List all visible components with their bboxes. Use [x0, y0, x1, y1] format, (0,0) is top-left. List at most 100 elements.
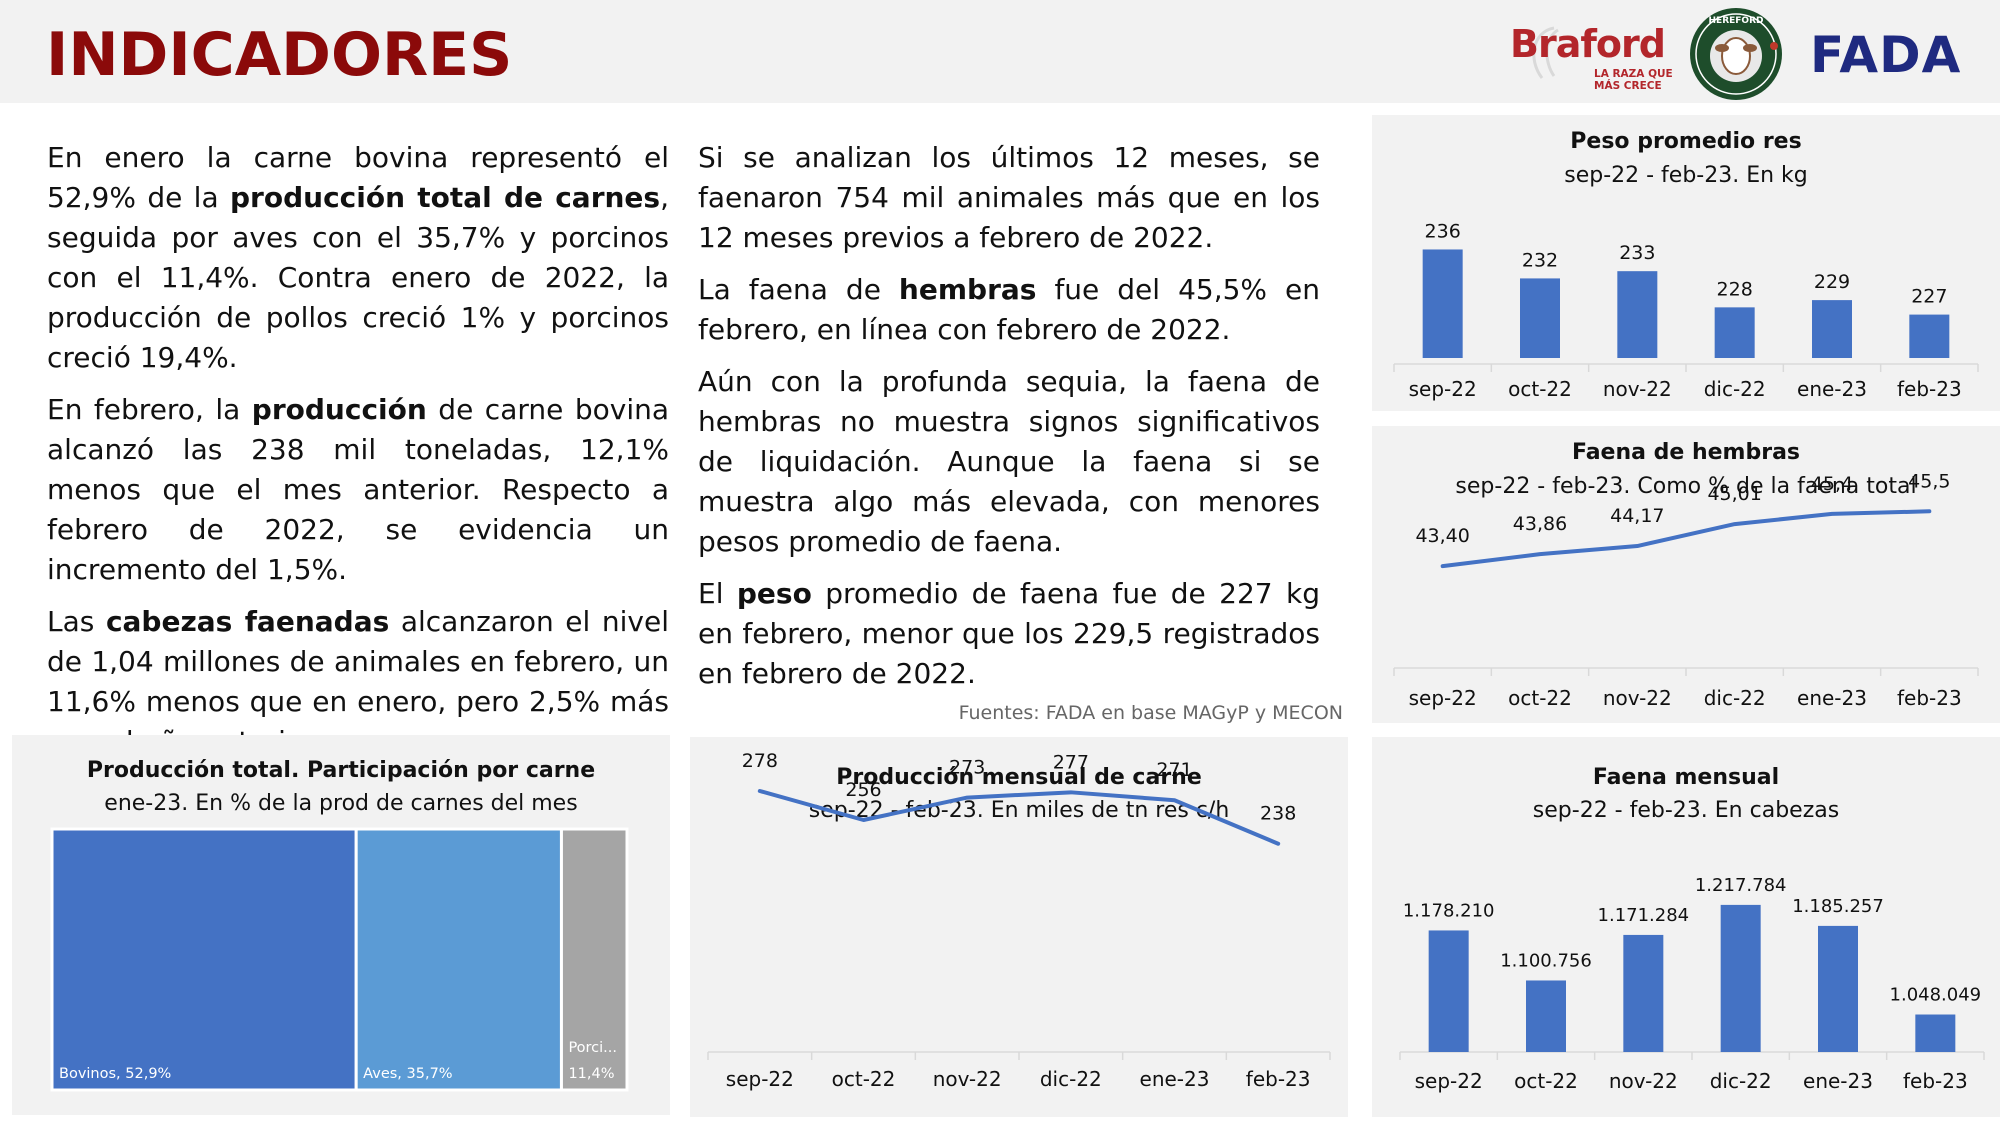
hereford-seal-text: HEREFORD — [1709, 16, 1764, 26]
data-label: 1.100.756 — [1500, 950, 1592, 971]
x-tick-label: dic-22 — [1704, 686, 1766, 710]
chart-title: Faena de hembras — [1571, 440, 1801, 465]
x-tick-label: ene-23 — [1797, 686, 1867, 710]
hereford-seal-logo: HEREFORD — [1690, 8, 1782, 100]
x-tick-label: ene-23 — [1140, 1067, 1210, 1091]
x-tick-label: feb-23 — [1897, 686, 1962, 710]
treemap-label: 11,4% — [568, 1066, 614, 1082]
chart-panel-faena-hembras: Faena de hembras sep-22 - feb-23. Como %… — [1372, 426, 2000, 723]
x-tick-label: ene-23 — [1797, 377, 1867, 401]
bold-term: hembras — [898, 273, 1037, 306]
data-label: 256 — [845, 779, 881, 801]
data-label: 1.048.049 — [1890, 985, 1982, 1006]
x-tick-label: ene-23 — [1803, 1069, 1873, 1093]
source-note: Fuentes: FADA en base MAGyP y MECON — [958, 702, 1343, 724]
chart-subtitle: ene-23. En % de la prod de carnes del me… — [104, 791, 578, 816]
data-label: 45,01 — [1707, 483, 1761, 505]
bold-term: producción — [251, 393, 427, 426]
braford-horns-icon — [1532, 26, 1559, 79]
series-line — [757, 789, 1281, 846]
braford-tagline-line1: LA RAZA QUE — [1594, 68, 1673, 80]
data-label: 45,5 — [1908, 470, 1950, 492]
chart-title: Peso promedio res — [1570, 129, 1802, 154]
x-tick-label: nov-22 — [1609, 1069, 1678, 1093]
chart-produccion-mensual: 278 sep-22 256 oct-22 273 nov-22 277 dic-22 271 e… — [707, 750, 1331, 1091]
treemap-cell — [354, 827, 563, 1092]
chart-panel-faena-mensual: Faena mensual sep-22 - feb-23. En cabeza… — [1372, 737, 2000, 1117]
data-label: 43,86 — [1513, 513, 1567, 535]
x-tick-label: dic-22 — [1040, 1067, 1102, 1091]
bar — [1714, 307, 1755, 358]
x-tick-label: oct-22 — [1508, 686, 1572, 710]
paragraph: El peso promedio de faena fue de 227 kg … — [698, 577, 1320, 690]
treemap-label: Aves, 35,7% — [363, 1066, 452, 1082]
x-tick-label: dic-22 — [1710, 1069, 1772, 1093]
treemap-cell — [50, 827, 358, 1092]
chart-faena-hembras: 43,40 sep-22 43,86 oct-22 44,17 nov-22 45,01 di… — [1393, 470, 1979, 710]
treemap-label: Porci... — [568, 1040, 617, 1056]
data-label: 227 — [1911, 286, 1947, 308]
page-title: INDICADORES — [46, 20, 513, 90]
data-label: 273 — [949, 757, 985, 779]
chart-subtitle: sep-22 - feb-23. En kg — [1564, 163, 1808, 188]
x-tick-label: nov-22 — [1603, 686, 1672, 710]
data-label: 43,40 — [1415, 525, 1469, 547]
treemap-label: Bovinos, 52,9% — [59, 1066, 171, 1082]
chart-title: Producción mensual de carne — [836, 765, 1202, 790]
data-label: 277 — [1053, 751, 1089, 773]
bar — [1818, 925, 1858, 1052]
bold-term: peso — [736, 577, 812, 610]
chart-title: Faena mensual — [1592, 765, 1780, 790]
x-tick-label: nov-22 — [933, 1067, 1002, 1091]
text-column-right: Si se analizan los últimos 12 meses, se … — [698, 138, 1320, 706]
bar — [1623, 934, 1664, 1052]
chart-subtitle: sep-22 - feb-23. En cabezas — [1532, 798, 1840, 823]
data-label: 1.171.284 — [1598, 905, 1690, 926]
data-label: 45,4 — [1811, 473, 1853, 495]
chart-peso-promedio: 236 sep-22 232 oct-22 233 nov-22 228 dic-22 229 e… — [1393, 220, 1979, 401]
chart-panel-peso-promedio: Peso promedio res sep-22 - feb-23. En kg… — [1372, 115, 2000, 411]
bar — [1617, 271, 1658, 358]
paragraph: En enero la carne bovina representó el 5… — [47, 141, 669, 374]
data-label: 228 — [1717, 278, 1753, 300]
chart-subtitle: sep-22 - feb-23. Como % de la faena tota… — [1455, 474, 1917, 499]
x-tick-label: dic-22 — [1704, 377, 1766, 401]
x-tick-label: oct-22 — [1514, 1069, 1578, 1093]
bar — [1720, 904, 1761, 1052]
paragraph: La faena de hembras fue del 45,5% en feb… — [698, 273, 1320, 346]
header-bar: INDICADORES Braford LA RAZA QUE MÁS CREC… — [0, 0, 2000, 103]
data-label: 278 — [742, 750, 778, 772]
braford-tagline-line2: MÁS CRECE — [1594, 80, 1662, 92]
chart-faena-mensual: 1.178.210 sep-22 1.100.756 oct-22 1.171.284 n… — [1399, 875, 1985, 1093]
x-tick-label: nov-22 — [1603, 377, 1672, 401]
data-label: 233 — [1619, 242, 1655, 264]
x-tick-label: sep-22 — [726, 1067, 794, 1091]
data-label: 1.217.784 — [1695, 875, 1787, 896]
x-tick-label: oct-22 — [1508, 377, 1572, 401]
paragraph: Si se analizan los últimos 12 meses, se … — [698, 141, 1320, 254]
data-label: 1.178.210 — [1403, 900, 1495, 921]
treemap-cell — [559, 827, 629, 1092]
bar — [1520, 278, 1560, 358]
bar — [1812, 300, 1852, 358]
fada-logo: FADA — [1810, 26, 1962, 84]
x-tick-label: sep-22 — [1409, 686, 1477, 710]
data-label: 44,17 — [1610, 505, 1664, 527]
x-tick-label: sep-22 — [1409, 377, 1477, 401]
x-tick-label: feb-23 — [1246, 1067, 1311, 1091]
x-tick-label: sep-22 — [1415, 1069, 1483, 1093]
data-label: 236 — [1425, 220, 1461, 242]
chart-subtitle: sep-22 - feb-23. En miles de tn res c/h — [808, 798, 1230, 823]
bar — [1428, 930, 1469, 1052]
text-column-left: En enero la carne bovina representó el 5… — [47, 138, 669, 774]
braford-tagline: LA RAZA QUE MÁS CRECE — [1594, 68, 1673, 92]
chart-participacion: Bovinos, 52,9% Aves, 35,7% Porci... 11,4% — [50, 827, 629, 1092]
braford-logo-text: Braford — [1510, 22, 1666, 66]
bar — [1915, 1014, 1956, 1052]
bar — [1909, 314, 1950, 358]
chart-panel-participacion: Producción total. Participación por carn… — [12, 735, 670, 1115]
data-label: 229 — [1814, 271, 1850, 293]
chart-title: Producción total. Participación por carn… — [86, 758, 596, 783]
paragraph: En febrero, la producción de carne bovin… — [47, 393, 670, 586]
data-label: 232 — [1522, 249, 1558, 271]
